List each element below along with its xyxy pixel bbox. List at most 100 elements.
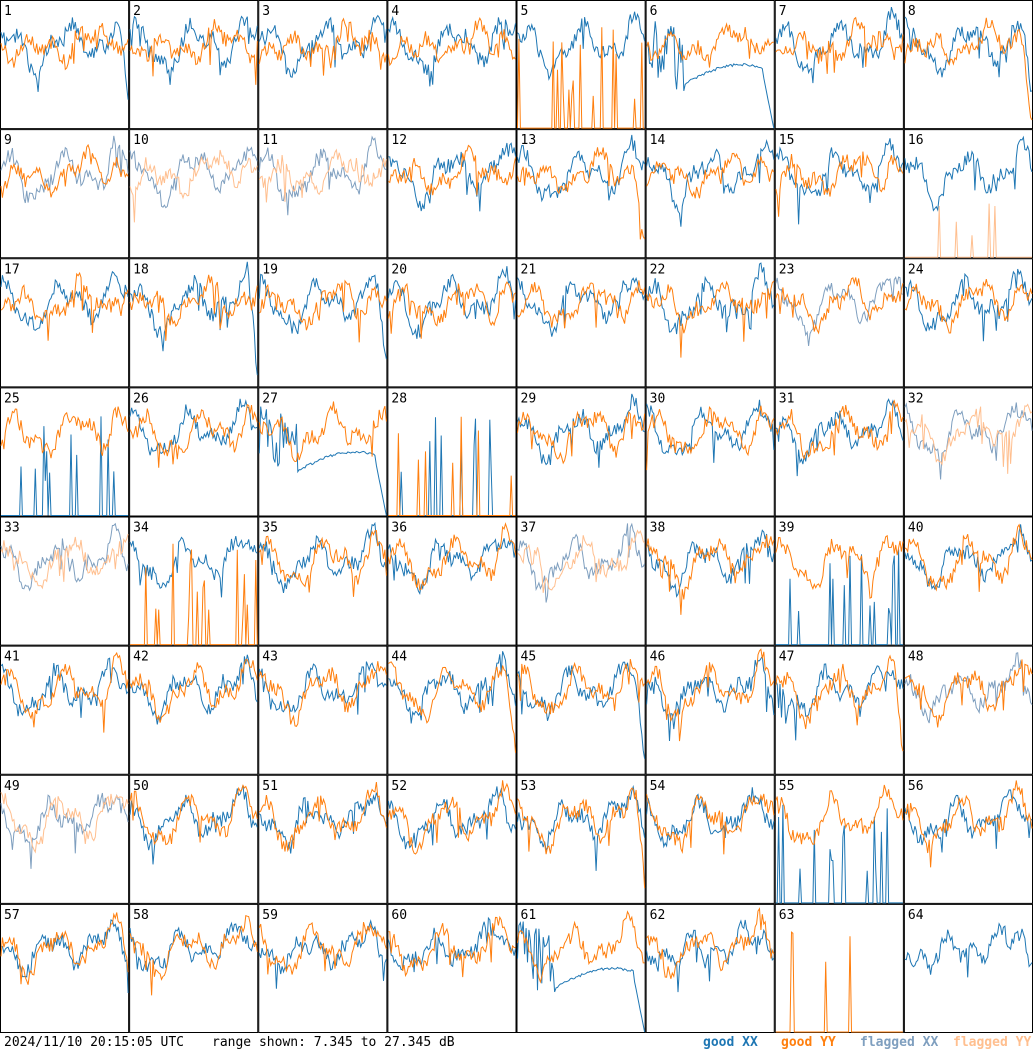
panel-number-label: 54 xyxy=(650,779,666,794)
xx-series-line xyxy=(388,142,516,212)
yy-series-line xyxy=(517,410,646,465)
panel-frame xyxy=(0,774,130,904)
panel-number-label: 7 xyxy=(779,4,787,19)
yy-series-line xyxy=(517,529,646,593)
xx-series-line xyxy=(0,792,129,869)
panel-62: 62 xyxy=(645,903,775,1033)
panel-54: 54 xyxy=(645,774,775,904)
xx-series-line xyxy=(387,266,516,339)
yy-series-line xyxy=(904,203,1032,258)
panel-number-label: 9 xyxy=(4,133,12,148)
yy-series-line xyxy=(775,534,904,599)
yy-series-line xyxy=(129,19,258,85)
panel-frame xyxy=(129,129,259,259)
panel-number-label: 29 xyxy=(521,391,537,406)
yy-series-line xyxy=(387,522,516,591)
panel-number-label: 16 xyxy=(908,133,924,148)
panel-frame xyxy=(258,774,388,904)
yy-series-line xyxy=(517,658,646,715)
panel-frame xyxy=(645,774,775,904)
legend-flagged-xx: flagged XX xyxy=(860,1035,939,1050)
panel-number-label: 10 xyxy=(133,133,149,148)
yy-series-line xyxy=(258,279,387,343)
yy-series-line xyxy=(0,651,129,733)
panel-28: 28 xyxy=(387,387,517,517)
yy-series-line xyxy=(388,915,516,978)
panel-number-label: 41 xyxy=(4,650,20,665)
xx-series-line xyxy=(904,135,1033,212)
yy-series-line xyxy=(388,661,516,753)
panel-frame xyxy=(129,0,259,130)
panel-number-label: 14 xyxy=(650,133,666,148)
panel-number-label: 30 xyxy=(650,391,666,406)
panel-number-label: 43 xyxy=(262,650,278,665)
panel-32: 32 xyxy=(903,387,1033,517)
xx-series-line xyxy=(0,657,129,718)
panel-frame xyxy=(387,516,517,646)
panel-frame xyxy=(774,387,904,517)
yy-series-line xyxy=(388,144,516,196)
panel-frame xyxy=(645,516,775,646)
xx-series-line xyxy=(387,15,516,87)
panel-number-label: 40 xyxy=(908,521,924,536)
panel-number-label: 22 xyxy=(650,262,666,277)
xx-series-line xyxy=(387,786,516,850)
panel-frame xyxy=(516,903,646,1033)
panel-frame xyxy=(516,774,646,904)
panel-63: 63 xyxy=(774,903,904,1033)
panel-6: 6 xyxy=(645,0,775,130)
yy-series-line xyxy=(646,793,775,855)
yy-series-line xyxy=(129,403,258,468)
panel-frame xyxy=(258,645,388,775)
yy-series-line xyxy=(130,543,258,646)
panel-number-label: 4 xyxy=(391,4,399,19)
panel-frame xyxy=(387,129,517,259)
panel-41: 41 xyxy=(0,645,130,775)
panel-52: 52 xyxy=(387,774,517,904)
yy-series-line xyxy=(775,16,904,74)
panel-30: 30 xyxy=(645,387,775,517)
xx-series-line xyxy=(258,273,387,360)
panel-31: 31 xyxy=(774,387,904,517)
panel-frame xyxy=(387,258,517,388)
yy-series-line xyxy=(904,17,1033,121)
panel-22: 22 xyxy=(645,258,775,388)
panel-2: 2 xyxy=(129,0,259,130)
panel-36: 36 xyxy=(387,516,517,646)
xx-series-line xyxy=(517,11,646,81)
yy-series-line xyxy=(0,912,129,985)
panel-number-label: 46 xyxy=(650,650,666,665)
panel-frame xyxy=(645,258,775,388)
panel-number-label: 56 xyxy=(908,779,924,794)
panel-4: 4 xyxy=(387,0,517,130)
yy-series-line xyxy=(0,406,129,459)
yy-series-line xyxy=(129,659,258,723)
legend-flagged-yy: flagged YY xyxy=(953,1035,1032,1050)
panel-frame xyxy=(516,129,646,259)
panel-43: 43 xyxy=(258,645,388,775)
panel-frame xyxy=(0,129,130,259)
panel-number-label: 17 xyxy=(4,262,20,277)
panel-35: 35 xyxy=(258,516,388,646)
yy-series-line xyxy=(904,780,1033,868)
panel-29: 29 xyxy=(516,387,646,517)
range-text: range shown: 7.345 to 27.345 dB xyxy=(212,1035,455,1050)
yy-series-line xyxy=(775,784,904,845)
xx-series-line xyxy=(775,138,904,225)
panel-18: 18 xyxy=(129,258,259,388)
xx-series-line xyxy=(517,276,646,337)
yy-series-line xyxy=(259,782,387,853)
panel-number-label: 47 xyxy=(779,650,795,665)
panel-12: 12 xyxy=(387,129,517,259)
panel-number-label: 25 xyxy=(4,391,20,406)
yy-series-line xyxy=(646,22,774,68)
panel-39: 39 xyxy=(774,516,904,646)
yy-series-line xyxy=(517,280,646,329)
xx-series-line xyxy=(646,399,775,463)
yy-series-line xyxy=(129,784,258,846)
panel-37: 37 xyxy=(516,516,646,646)
xx-series-line xyxy=(258,14,387,78)
panel-38: 38 xyxy=(645,516,775,646)
timestamp: 2024/11/10 20:15:05 UTC xyxy=(4,1035,185,1050)
